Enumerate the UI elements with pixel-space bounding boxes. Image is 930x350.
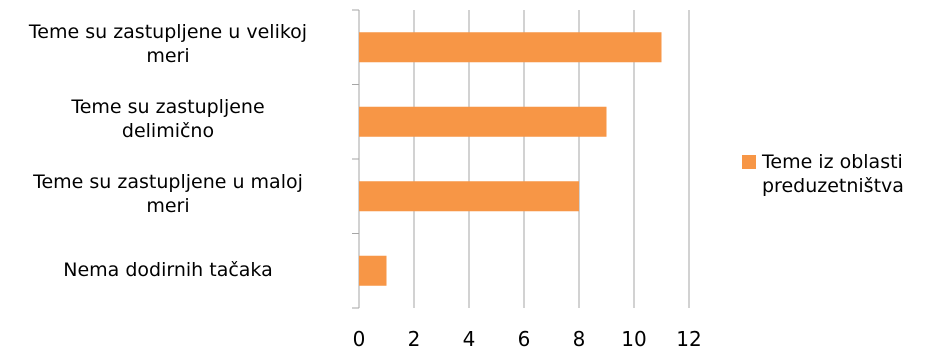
category-label-4: Nema dodirnih tačaka [63,259,273,281]
bar-3 [359,181,579,212]
x-tick-label: 2 [408,327,421,350]
bar-2 [359,106,607,137]
legend-swatch [742,155,756,169]
x-tick-label: 0 [353,327,366,350]
category-label-1: Teme su zastupljene u velikoj meri [28,21,308,67]
x-tick-label: 12 [676,327,701,350]
legend-label: Teme iz oblasti preduzetništva [762,151,904,197]
legend: Teme iz oblasti preduzetništva [742,150,904,198]
x-tick-label: 10 [621,327,646,350]
category-label-2: Teme su zastupljene delimično [71,96,265,142]
x-tick-label: 8 [573,327,586,350]
bar-1 [359,32,662,63]
x-tick-label: 6 [518,327,531,350]
category-label-3: Teme su zastupljene u maloj meri [33,171,303,217]
x-tick-label: 4 [463,327,476,350]
bar-4 [359,255,387,286]
